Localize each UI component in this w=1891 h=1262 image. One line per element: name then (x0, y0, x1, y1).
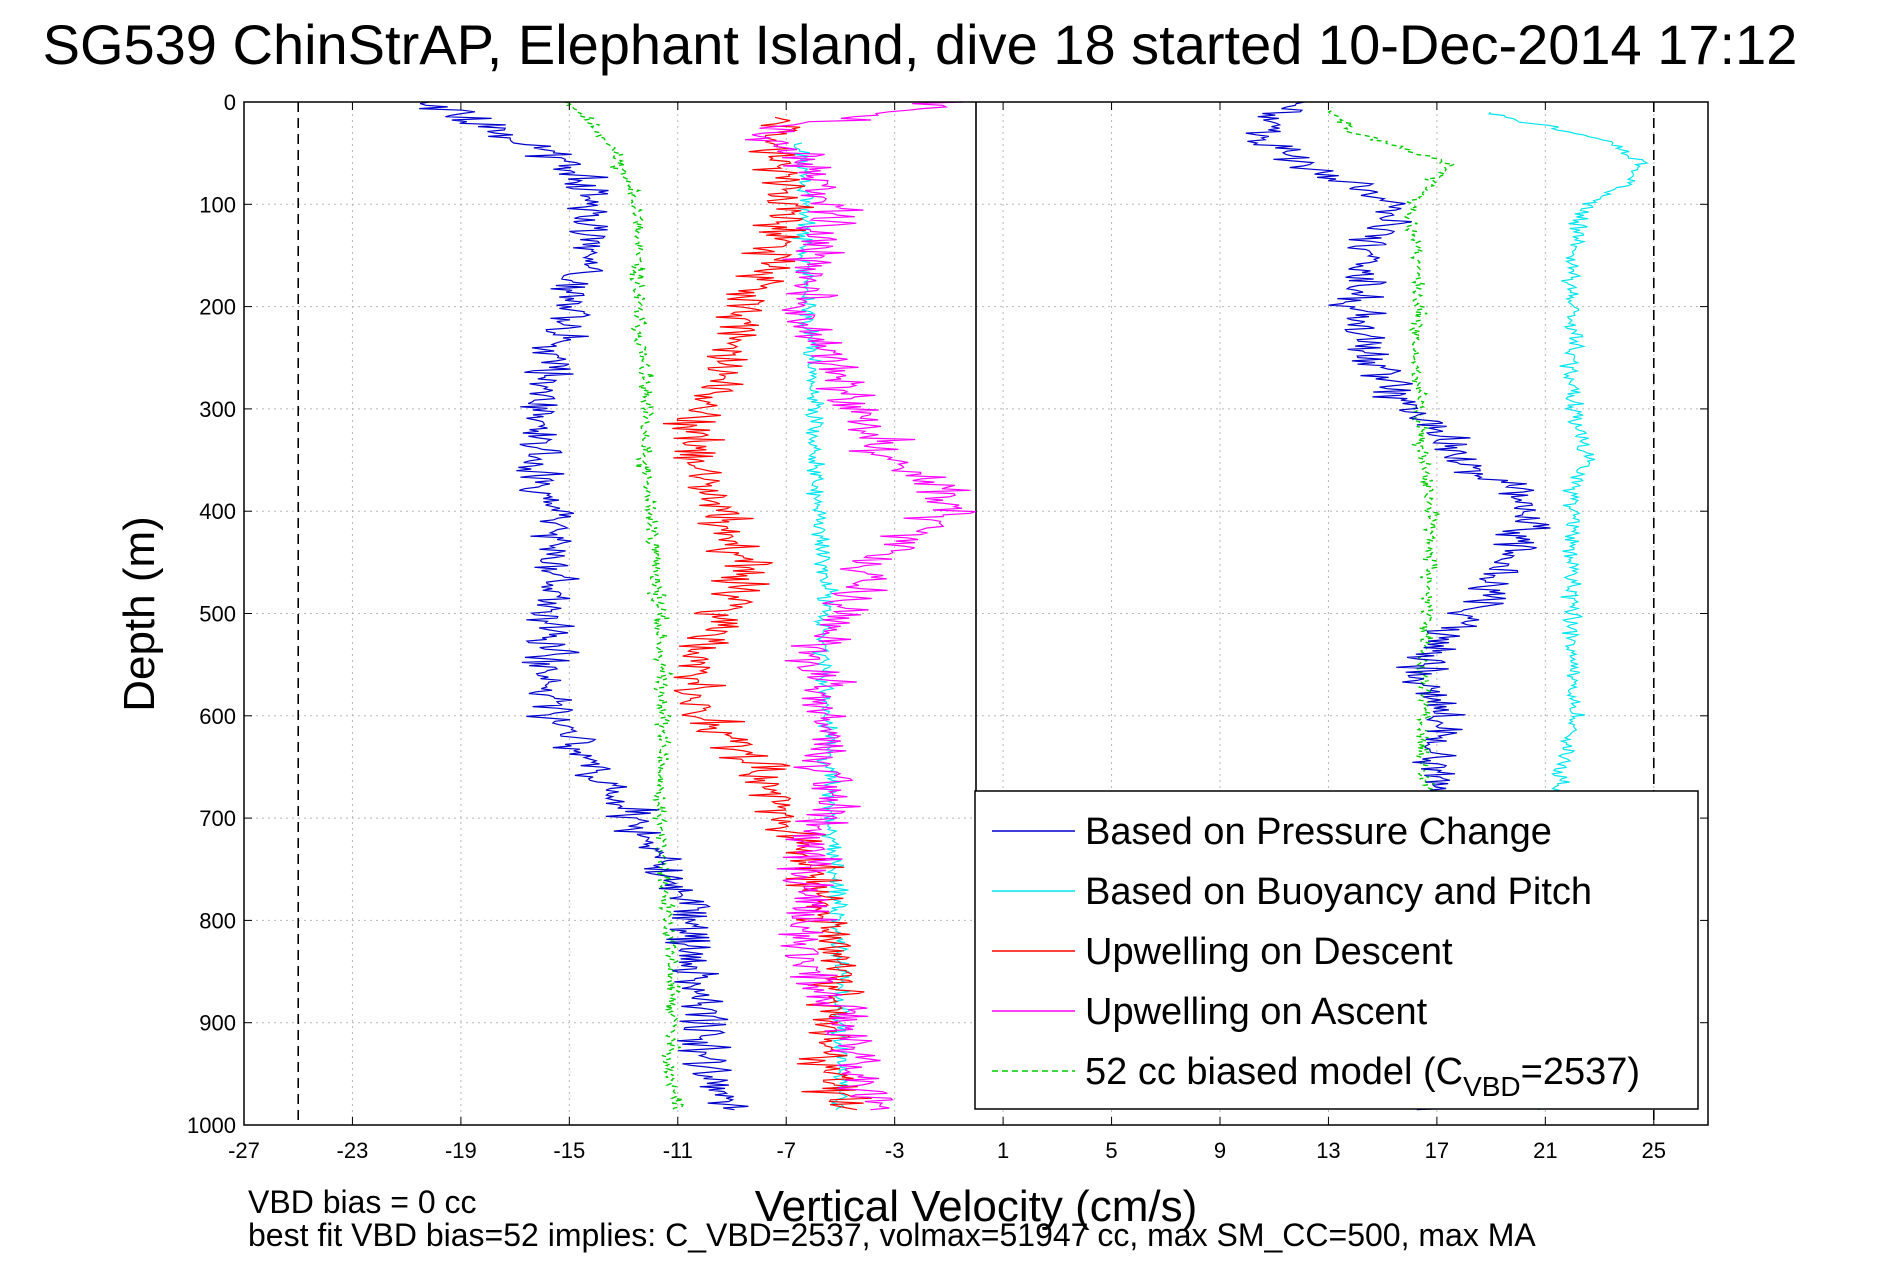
vbd-bias-text: VBD bias = 0 cc (248, 1184, 477, 1220)
x-tick-label: -11 (663, 1138, 693, 1163)
legend-label: Based on Pressure Change (1085, 811, 1552, 853)
x-tick-label: -7 (776, 1138, 796, 1163)
legend-label: Upwelling on Descent (1085, 931, 1453, 973)
x-tick-label: -27 (228, 1138, 260, 1163)
x-tick-label: 13 (1316, 1138, 1340, 1163)
x-tick-label: 5 (1105, 1138, 1117, 1163)
x-tick-label: 1 (997, 1138, 1009, 1163)
chart-title: SG539 ChinStrAP, Elephant Island, dive 1… (43, 13, 1798, 76)
x-tick-label: -19 (445, 1138, 477, 1163)
series-based-on-buoyancy-and-pitch-descent (791, 142, 852, 1111)
x-tick-label: -3 (885, 1138, 905, 1163)
y-tick-label: 500 (199, 602, 236, 627)
legend-label: 52 cc biased model (CVBD=2537) (1085, 1051, 1640, 1102)
x-tick-label: -23 (337, 1138, 369, 1163)
series-based-on-pressure-change-descent (419, 101, 749, 1111)
y-tick-label: 700 (199, 806, 236, 831)
y-tick-label: 400 (199, 499, 236, 524)
y-axis-ticks: 0 100 200 300 400 500 600 700 800 900 1000 (187, 90, 1708, 1138)
x-tick-label: -15 (553, 1138, 585, 1163)
legend-box (974, 790, 1699, 1110)
series-layer (419, 101, 1650, 1111)
series-upwelling-on-descent (662, 116, 872, 1111)
legend-label: Upwelling on Ascent (1085, 991, 1428, 1033)
y-tick-label: 300 (199, 397, 236, 422)
y-tick-label: 100 (199, 192, 236, 217)
y-tick-label: 600 (199, 704, 236, 729)
y-tick-label: 800 (199, 908, 236, 933)
y-tick-label: 900 (199, 1011, 236, 1036)
x-tick-label: 9 (1214, 1138, 1226, 1163)
x-tick-label: 17 (1425, 1138, 1449, 1163)
y-tick-label: 1000 (187, 1113, 236, 1138)
x-axis-label: Vertical Velocity (cm/s) (755, 1182, 1198, 1231)
legend: Based on Pressure Change Based on Buoyanc… (974, 790, 1699, 1110)
y-tick-label: 200 (199, 295, 236, 320)
y-tick-label: 0 (224, 90, 236, 115)
x-tick-label: 21 (1533, 1138, 1557, 1163)
y-axis-label: Depth (m) (115, 516, 164, 712)
legend-label: Based on Buoyancy and Pitch (1085, 871, 1592, 913)
series-upwelling-on-ascent (744, 101, 976, 1111)
x-tick-label: 25 (1642, 1138, 1666, 1163)
best-fit-text: best fit VBD bias=52 implies: C_VBD=2537… (248, 1217, 1536, 1253)
x-axis-ticks: -27 -23 -19 -15 -11 -7 -3 1 5 9 13 17 21 25 (228, 102, 1666, 1163)
